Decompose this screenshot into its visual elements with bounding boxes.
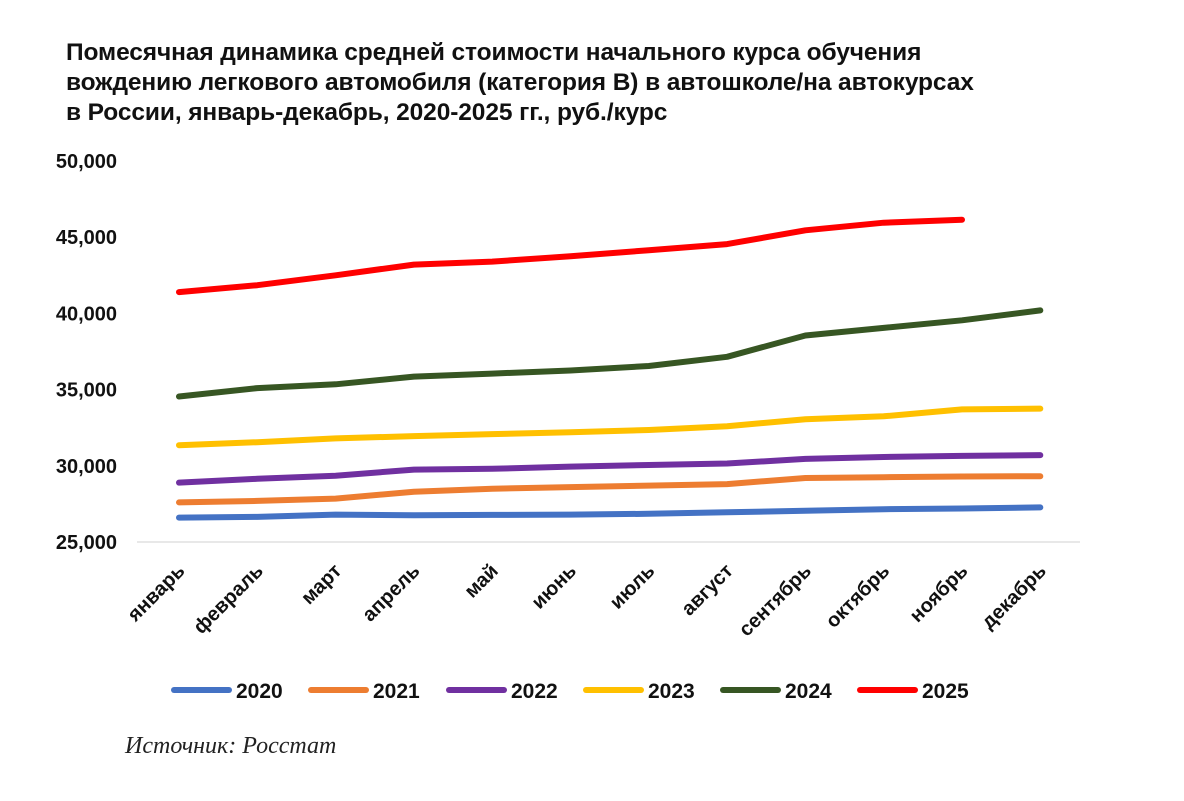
series-line-2021: [176, 473, 1044, 506]
legend-label: 2021: [373, 680, 420, 703]
x-tick-label: январь: [123, 560, 190, 627]
series-line-2023: [176, 405, 1044, 449]
x-tick-label: март: [297, 560, 346, 609]
x-tick-label: апрель: [358, 560, 424, 626]
series-lines: [176, 216, 1044, 521]
x-tick-label: июль: [606, 560, 660, 614]
y-tick-label: 35,000: [56, 380, 117, 402]
x-axis-ticks: январь февраль март апрель май июнь июль август…: [123, 560, 1051, 641]
title-line: в России, январь-декабрь, 2020-2025 гг.,…: [66, 99, 668, 126]
chart-title: Помесячная динамика средней стоимости на…: [66, 38, 1146, 128]
series-line-2024: [176, 307, 1044, 400]
series-line-2025: [176, 216, 965, 296]
x-tick-label: май: [460, 560, 502, 602]
y-tick-label: 50,000: [56, 151, 117, 173]
x-tick-label: октябрь: [822, 560, 895, 633]
legend-label: 2020: [236, 680, 283, 703]
legend-label: 2022: [511, 680, 558, 703]
legend-label: 2023: [648, 680, 695, 703]
y-tick-label: 30,000: [56, 456, 117, 478]
y-axis-ticks: 25,000 30,000 35,000 40,000 45,000 50,000: [56, 151, 117, 554]
legend-label: 2024: [785, 680, 832, 703]
legend: 2020 2021 2022 2023 2024 2025: [171, 680, 969, 703]
x-tick-label: ноябрь: [906, 560, 973, 627]
x-tick-label: февраль: [189, 560, 267, 638]
y-tick-label: 40,000: [56, 303, 117, 325]
title-line: вождению легкового автомобиля (категория…: [66, 69, 974, 96]
x-tick-label: август: [677, 560, 737, 620]
series-line-2022: [176, 452, 1044, 486]
title-line: Помесячная динамика средней стоимости на…: [66, 39, 922, 66]
source-note: Источник: Росстат: [125, 733, 337, 759]
x-tick-label: декабрь: [977, 560, 1050, 633]
legend-label: 2025: [922, 680, 969, 703]
y-tick-label: 45,000: [56, 227, 117, 249]
y-tick-label: 25,000: [56, 532, 117, 554]
x-tick-label: июнь: [527, 560, 581, 614]
x-tick-label: сентябрь: [735, 560, 816, 641]
series-line-2020: [176, 504, 1044, 521]
